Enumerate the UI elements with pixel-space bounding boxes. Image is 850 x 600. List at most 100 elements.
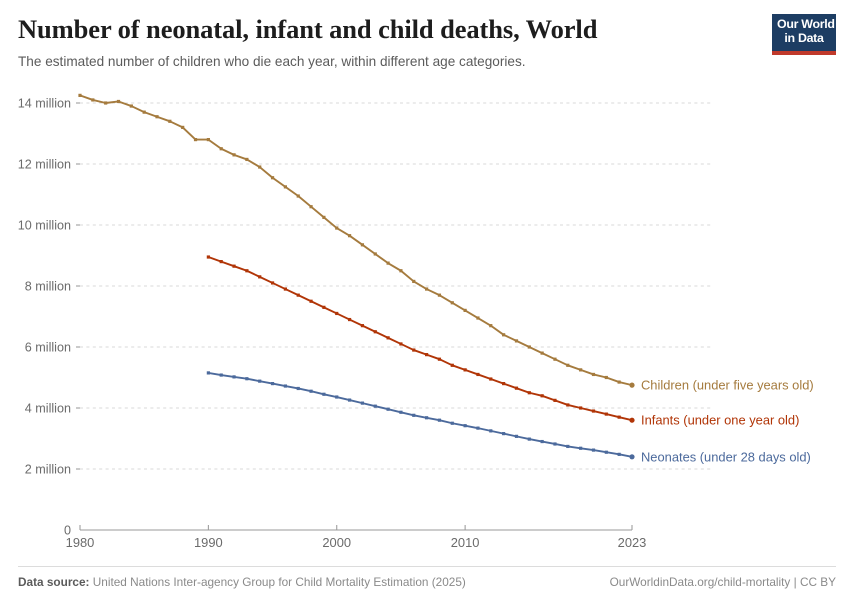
data-point	[527, 345, 531, 349]
data-point	[514, 434, 519, 438]
data-point	[232, 153, 236, 157]
data-point	[104, 101, 108, 105]
data-point	[566, 363, 570, 367]
data-point	[527, 437, 531, 441]
data-point	[258, 379, 262, 383]
data-point	[296, 386, 300, 391]
data-point	[463, 368, 467, 372]
data-point	[245, 377, 249, 381]
data-point	[347, 317, 352, 322]
data-point	[335, 395, 339, 399]
x-axis-tick-label: 1980	[66, 535, 95, 550]
data-source-prefix: Data source:	[18, 575, 90, 589]
data-point	[412, 279, 416, 284]
data-point	[540, 394, 544, 398]
y-axis-tick-label: 6 million	[25, 341, 71, 355]
our-world-in-data-logo[interactable]: Our World in Data	[772, 14, 836, 55]
x-axis	[79, 525, 633, 531]
data-point	[502, 333, 506, 337]
x-axis-tick-labels: 1980 1990 2000 2010 2023	[66, 535, 647, 550]
data-point	[309, 389, 313, 393]
data-point	[373, 252, 377, 256]
data-point	[373, 404, 377, 408]
plot-area: 0 2 million 4 million 6 million 8 million 10 …	[0, 78, 850, 556]
data-point	[206, 371, 210, 375]
data-series	[78, 93, 635, 460]
y-axis-tick-label: 12 million	[18, 158, 71, 172]
data-point	[437, 293, 442, 297]
line-chart-svg: 0 2 million 4 million 6 million 8 million 10 …	[18, 93, 814, 550]
data-point	[579, 368, 583, 372]
y-axis-tick-label: 0	[64, 524, 71, 538]
data-point	[617, 380, 621, 384]
data-point	[116, 99, 121, 104]
data-point	[181, 125, 185, 129]
data-point	[296, 194, 300, 198]
data-point	[129, 104, 133, 108]
data-point	[399, 410, 403, 414]
data-point	[360, 401, 365, 405]
data-point	[591, 448, 596, 452]
y-axis-tick-labels: 0 2 million 4 million 6 million 8 million 10 …	[18, 97, 71, 538]
chart-footer: Data source: United Nations Inter-agency…	[18, 566, 836, 589]
data-point	[270, 176, 275, 180]
data-point	[425, 416, 429, 420]
data-point	[142, 110, 146, 114]
data-point	[450, 421, 454, 425]
data-point	[322, 215, 326, 219]
data-point	[399, 342, 403, 346]
series-label-0[interactable]: Children (under five years old)	[641, 378, 814, 393]
attribution-link[interactable]: OurWorldinData.org/child-mortality | CC …	[609, 575, 836, 589]
data-point	[604, 412, 608, 416]
data-point	[386, 261, 390, 265]
data-point	[309, 299, 313, 303]
data-point	[219, 373, 223, 377]
data-point	[463, 424, 467, 428]
y-axis-tick-label: 8 million	[25, 280, 71, 294]
data-point	[553, 357, 557, 361]
y-axis-tick-label: 10 million	[18, 219, 71, 233]
x-axis-tick-label: 2000	[322, 535, 351, 550]
data-point	[258, 275, 262, 279]
data-point	[386, 336, 390, 340]
logo-line-1: Our World	[777, 17, 835, 31]
data-point	[193, 138, 198, 142]
data-point	[296, 293, 300, 297]
data-point	[219, 147, 223, 151]
series-line-2	[207, 371, 633, 458]
data-point	[232, 264, 236, 268]
series-labels: Children (under five years old) Infants (…	[641, 378, 814, 465]
data-point	[553, 442, 557, 446]
data-point	[579, 446, 583, 450]
data-source-text: United Nations Inter-agency Group for Ch…	[92, 575, 466, 589]
data-point	[450, 301, 454, 305]
data-point	[283, 185, 287, 189]
data-point	[347, 398, 352, 402]
data-point	[373, 330, 377, 334]
data-point	[450, 363, 454, 367]
data-point	[309, 205, 313, 209]
data-point	[258, 165, 262, 169]
data-point	[347, 234, 352, 238]
data-source: Data source: United Nations Inter-agency…	[18, 575, 466, 589]
data-point	[527, 391, 531, 395]
data-point	[232, 375, 236, 379]
data-point	[476, 372, 480, 377]
series-label-2[interactable]: Neonates (under 28 days old)	[641, 449, 811, 464]
data-point	[514, 386, 519, 390]
data-point	[206, 255, 210, 259]
series-label-1[interactable]: Infants (under one year old)	[641, 413, 799, 428]
data-point	[425, 287, 429, 291]
data-point	[386, 407, 390, 411]
data-point	[335, 226, 339, 230]
page-title: Number of neonatal, infant and child dea…	[18, 14, 598, 44]
data-point	[322, 392, 326, 396]
data-point	[399, 269, 403, 273]
data-point	[476, 316, 480, 320]
data-point	[335, 311, 339, 316]
data-point	[502, 432, 506, 436]
data-point	[425, 353, 429, 357]
x-axis-tick-label: 2010	[451, 535, 480, 550]
data-point	[91, 98, 95, 102]
logo-line-2: in Data	[784, 30, 824, 45]
